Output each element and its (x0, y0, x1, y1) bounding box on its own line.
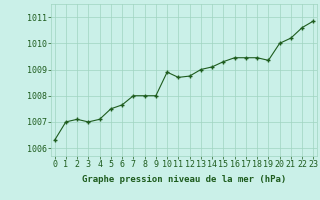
X-axis label: Graphe pression niveau de la mer (hPa): Graphe pression niveau de la mer (hPa) (82, 175, 286, 184)
